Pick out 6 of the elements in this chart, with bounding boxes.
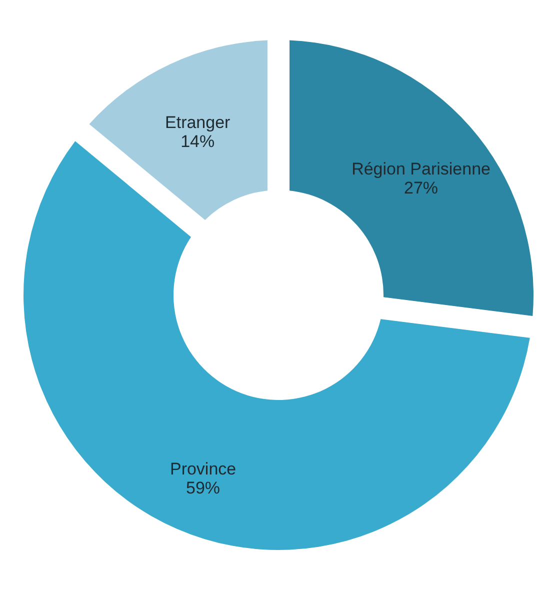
slice-label: Etranger [165,113,231,132]
data-label: 59% [186,478,220,498]
slice-label: Province [170,459,236,478]
data-label: 27% [404,178,438,198]
slice-label: Région Parisienne [352,159,490,178]
data-label: 14% [180,132,215,152]
